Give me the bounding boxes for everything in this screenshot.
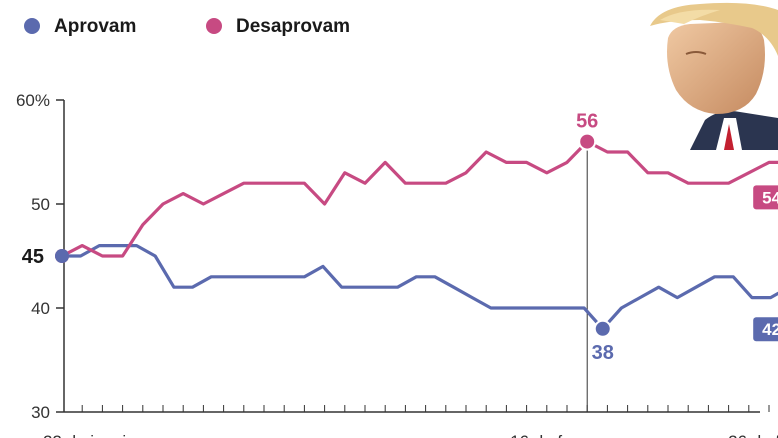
y-tick-label: 40 [31,299,50,318]
callout-low-aprovam: 38 [592,342,614,364]
series-line-approve [60,244,778,331]
badge-latest-desaprovam: 54% [762,188,778,207]
point-peak-desaprovam [578,132,597,151]
badge-latest-desaprovam-background [753,185,778,210]
x-tick-label: 26 de fev. [728,432,778,438]
annotations: 56 54% 38 42% [576,111,778,364]
point-low-aprovam [593,319,612,338]
series-lines [55,140,778,412]
x-tick-label: 16 de fev. [510,432,583,438]
badge-latest-aprovam-background [753,317,778,342]
portrait-photo [640,0,778,150]
legend-label-aprovam: Aprovam [54,16,136,37]
x-axis-ticks: 22 de janeiro 16 de fev. 26 de fev. [43,405,778,438]
legend: Aprovam Desaprovam [24,16,350,37]
legend-label-desaprovam: Desaprovam [236,16,350,37]
legend-marker-aprovam [24,18,40,34]
x-tick-label: 22 de janeiro [43,432,141,438]
y-tick-label: 60% [16,91,50,110]
y-tick-label: 45 [22,246,44,268]
y-tick-label: 30 [31,403,50,422]
y-tick-label: 50 [31,195,50,214]
badge-latest-aprovam: 42% [762,320,778,339]
series-line-disapprove [60,140,778,258]
callout-peak-desaprovam: 56 [576,111,598,133]
legend-marker-desaprovam [206,18,222,34]
point-start-aprovam [55,249,69,263]
